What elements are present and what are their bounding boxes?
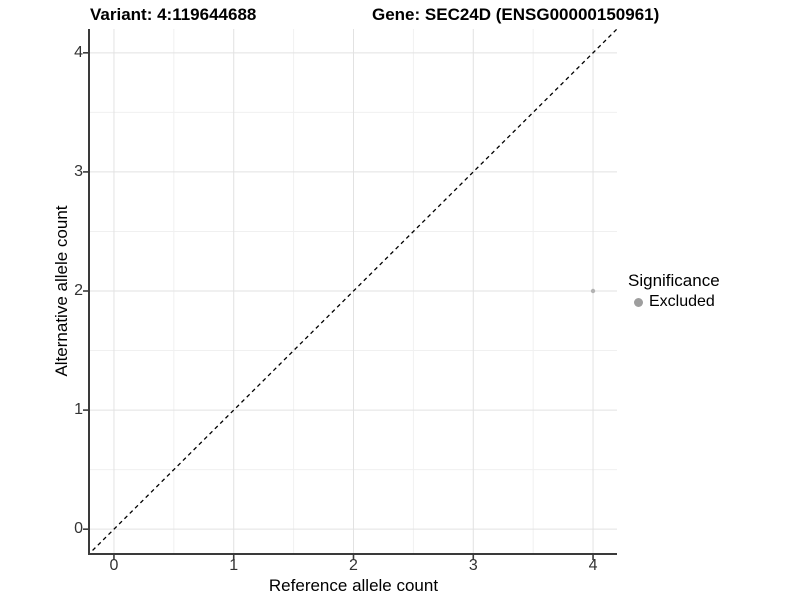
x-tick-label: 0: [109, 557, 119, 574]
identity-line: [90, 29, 617, 553]
legend-item: Excluded: [628, 293, 720, 311]
y-tick-label: 1: [74, 401, 83, 419]
legend-title: Significance: [628, 271, 720, 290]
x-tick-label: 1: [229, 557, 239, 574]
data-point: [590, 288, 596, 294]
plot-title-gene: Gene: SEC24D (ENSG00000150961): [372, 5, 660, 24]
legend: Significance Excluded: [628, 271, 720, 311]
y-tick-label: 0: [74, 520, 83, 538]
x-axis-title: Reference allele count: [268, 576, 439, 595]
legend-key-dot: [634, 297, 643, 307]
y-tick-label: 2: [74, 282, 83, 299]
plot-title-variant: Variant: 4:119644688: [90, 5, 257, 24]
y-tick-label: 4: [74, 43, 83, 61]
x-tick-label: 3: [468, 557, 478, 574]
x-tick-label: 2: [349, 557, 358, 574]
y-tick-label: 3: [74, 162, 83, 180]
legend-item-label: Excluded: [649, 293, 715, 310]
legend-items: Excluded: [628, 293, 720, 311]
x-tick-label: 4: [588, 557, 598, 574]
